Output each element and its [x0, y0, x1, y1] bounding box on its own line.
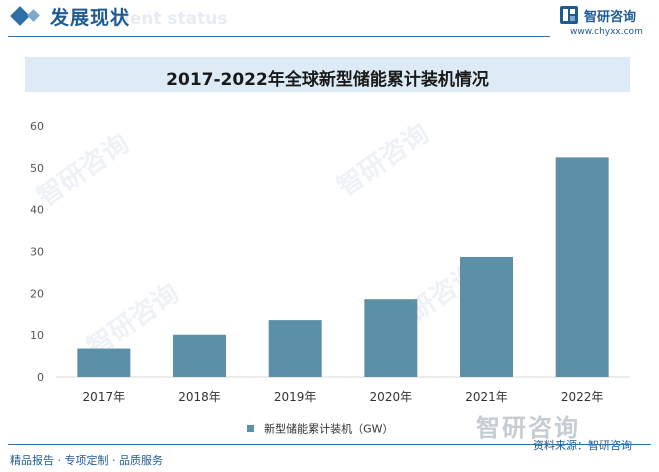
x-tick-label: 2019年	[274, 390, 317, 404]
y-axis: 0 10 20 30 40 50 60	[30, 120, 44, 384]
bar-2017年	[77, 348, 131, 377]
bar-2018年	[173, 334, 226, 377]
x-tick-label: 2022年	[561, 390, 604, 404]
logo-url: www.chyxx.com	[570, 27, 643, 37]
header-divider	[8, 36, 550, 37]
legend-label: 新型储能累计装机（GW）	[264, 422, 394, 436]
x-axis: 2017年 2018年 2019年 2020年 2021年 2022年	[83, 390, 604, 404]
data-source: 资料来源：智研咨询	[533, 439, 632, 452]
x-tick-label: 2018年	[178, 390, 221, 404]
bar-2022年	[555, 157, 609, 377]
bar-2020年	[364, 299, 418, 377]
bar-2021年	[460, 256, 513, 377]
chart-legend: 新型储能累计装机（GW）	[247, 418, 394, 437]
section-subtitle: ment status	[112, 9, 228, 29]
section-title: 发展现状	[50, 7, 131, 29]
chart-title-band: 2017-2022年全球新型储能累计装机情况	[25, 57, 630, 92]
y-tick-label: 20	[30, 287, 44, 300]
page-header: ment status 发展现状 智研咨询 www.chyxx.com	[0, 0, 659, 38]
x-tick-label: 2021年	[465, 390, 508, 404]
logo-name: 智研咨询	[584, 10, 637, 25]
legend-swatch	[247, 425, 254, 432]
y-tick-label: 10	[30, 329, 44, 342]
y-tick-label: 30	[30, 246, 44, 259]
bars-group	[77, 157, 609, 377]
y-tick-label: 0	[37, 371, 44, 384]
x-tick-label: 2017年	[83, 390, 126, 404]
y-tick-label: 50	[30, 162, 44, 175]
y-tick-label: 60	[30, 120, 44, 133]
chart-title: 2017-2022年全球新型储能累计装机情况	[166, 70, 489, 90]
footer-watermark: 智研咨询	[476, 414, 580, 442]
bar-2019年	[268, 320, 322, 377]
logo-icon	[560, 6, 578, 24]
x-tick-label: 2020年	[370, 390, 413, 404]
y-tick-label: 40	[30, 204, 44, 217]
footer-divider	[8, 444, 651, 445]
footer-slogan: 精品报告 · 专项定制 · 品质服务	[10, 454, 163, 467]
